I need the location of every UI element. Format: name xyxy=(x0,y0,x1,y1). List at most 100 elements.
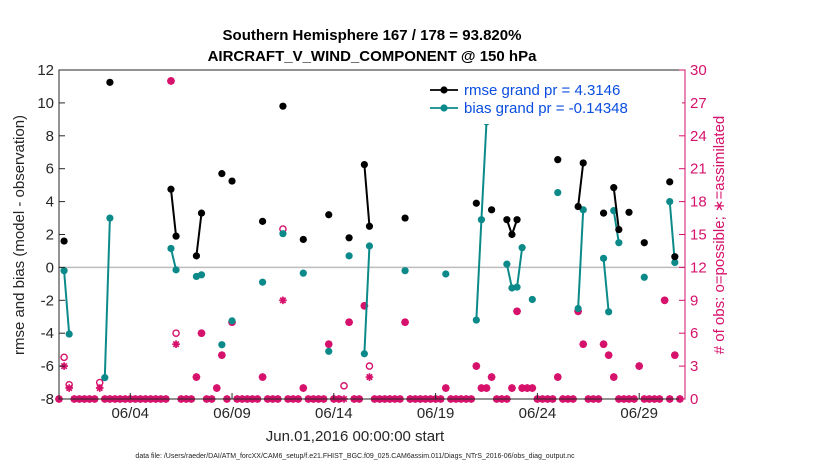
obs-assimilated-marker xyxy=(360,301,369,310)
bias-point xyxy=(172,266,180,274)
rmse-point xyxy=(60,237,68,245)
right-tick-label: 3 xyxy=(690,358,698,375)
bias-point xyxy=(599,254,608,262)
bias-point xyxy=(518,244,526,252)
obs-assimilated-marker xyxy=(599,340,608,348)
rmse-point xyxy=(258,217,267,225)
right-tick-label: 9 xyxy=(690,292,698,309)
obs-assimilated-marker xyxy=(212,384,221,392)
obs-assimilated-marker xyxy=(279,296,287,305)
bias-line xyxy=(103,218,111,378)
obs-assimilated-marker xyxy=(299,384,308,392)
left-tick-label: -4 xyxy=(41,325,54,342)
bias-point xyxy=(60,267,68,275)
bias-point xyxy=(106,214,114,222)
x-tick-label: 06/04 xyxy=(111,405,149,422)
bias-point xyxy=(197,271,206,279)
right-tick-label: 21 xyxy=(690,161,707,178)
rmse-point xyxy=(610,184,618,192)
bias-point xyxy=(640,273,648,281)
left-tick-label: 6 xyxy=(46,161,54,178)
obs-assimilated-marker xyxy=(609,373,618,381)
rmse-point xyxy=(625,208,633,216)
bias-point xyxy=(442,270,450,278)
rmse-point xyxy=(615,225,623,234)
bias-point xyxy=(325,347,333,355)
obs-assimilated-marker xyxy=(477,384,486,392)
obs-assimilated-marker xyxy=(518,384,526,392)
rmse-line xyxy=(195,212,203,257)
bias-point xyxy=(228,317,236,325)
x-tick-label: 06/24 xyxy=(519,405,557,422)
y-axis-label-left: rmse and bias (model - observation) xyxy=(11,115,28,355)
rmse-point xyxy=(488,206,496,214)
rmse-line xyxy=(577,162,585,207)
bias-point xyxy=(666,198,674,206)
rmse-point xyxy=(345,234,353,242)
bias-line xyxy=(668,201,676,263)
obs-assimilated-marker xyxy=(365,373,374,381)
rmse-line xyxy=(363,164,371,227)
left-tick-label: -2 xyxy=(41,292,54,309)
rmse-point xyxy=(167,185,175,193)
rmse-point xyxy=(574,202,582,211)
legend-bias-marker xyxy=(440,104,448,112)
obs-assimilated-marker xyxy=(487,373,496,381)
obs-assimilated-marker xyxy=(192,373,201,381)
bias-line xyxy=(169,248,178,271)
bias-point xyxy=(554,188,562,197)
rmse-point xyxy=(218,170,226,178)
rmse-series xyxy=(60,78,679,261)
bias-point xyxy=(513,283,521,291)
bias-point xyxy=(65,330,73,338)
rmse-point xyxy=(228,177,236,185)
rmse-point xyxy=(106,78,114,86)
bias-point xyxy=(579,206,587,214)
obs-assimilated-marker xyxy=(660,296,669,305)
bias-point xyxy=(299,269,307,277)
left-tick-label: 12 xyxy=(37,62,54,79)
bias-point xyxy=(605,308,613,316)
bias-point xyxy=(360,350,368,358)
x-tick-label: 06/29 xyxy=(620,405,658,422)
rmse-point xyxy=(192,252,201,260)
legend-rmse-marker xyxy=(440,86,448,94)
obs-possible-marker xyxy=(172,329,180,338)
left-tick-label: 8 xyxy=(46,128,54,145)
rmse-point xyxy=(197,209,206,217)
bias-point xyxy=(528,295,536,304)
obs-assimilated-marker xyxy=(528,384,537,392)
obs-assimilated-marker xyxy=(604,351,613,359)
left-tick-label: -6 xyxy=(41,358,54,375)
rmse-point xyxy=(554,156,562,164)
obs-assimilated-marker xyxy=(635,362,643,370)
obs-assimilated-marker xyxy=(508,384,516,392)
obs-assimilated-marker xyxy=(172,340,180,348)
rmse-point xyxy=(513,216,521,224)
legend-box xyxy=(418,76,682,124)
bias-line xyxy=(577,209,585,309)
obs-assimilated-marker xyxy=(523,384,532,392)
bias-series xyxy=(60,118,679,382)
x-tick-label: 06/14 xyxy=(315,405,353,422)
obs-assimilated-marker xyxy=(218,351,226,359)
rmse-point xyxy=(666,178,674,186)
rmse-point xyxy=(299,235,307,244)
obs-assimilated-marker xyxy=(482,384,491,392)
obs-possible-marker xyxy=(60,353,68,362)
bias-point xyxy=(401,267,409,275)
bias-point xyxy=(615,239,623,247)
obs-assimilated-marker xyxy=(513,307,521,316)
rmse-point xyxy=(671,253,679,261)
bias-point xyxy=(477,216,486,224)
x-tick-label: 06/19 xyxy=(417,405,455,422)
rmse-point xyxy=(640,239,648,247)
y-axis-label-right: # of obs: o=possible; ∗=assimilated xyxy=(711,116,728,355)
rmse-point xyxy=(599,209,608,217)
obs-assimilated-marker xyxy=(167,77,175,85)
rmse-point xyxy=(401,214,409,222)
chart-title-line1: Southern Hemisphere 167 / 178 = 93.820% xyxy=(223,27,522,44)
obs-assimilated-marker xyxy=(197,329,206,337)
rmse-point xyxy=(503,216,511,224)
